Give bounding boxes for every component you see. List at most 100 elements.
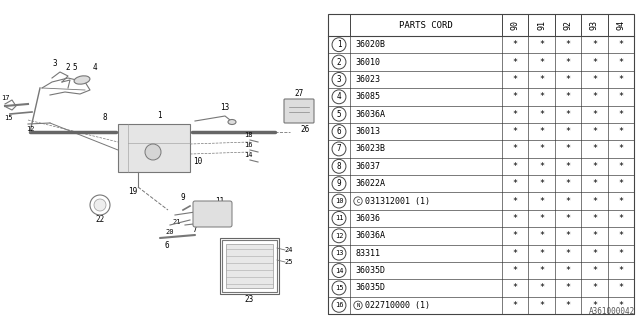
Text: *: * [566, 144, 570, 153]
Text: *: * [618, 231, 623, 240]
Text: *: * [566, 284, 570, 292]
Text: 6: 6 [164, 241, 170, 250]
Text: *: * [592, 266, 597, 275]
Text: 36023B: 36023B [355, 144, 385, 153]
Text: 36023: 36023 [355, 75, 380, 84]
Text: *: * [539, 179, 544, 188]
Text: *: * [513, 75, 518, 84]
Text: 13: 13 [220, 103, 230, 113]
Text: *: * [592, 231, 597, 240]
FancyBboxPatch shape [193, 201, 232, 227]
Circle shape [332, 281, 346, 295]
Text: *: * [592, 75, 597, 84]
Text: 23: 23 [245, 295, 254, 305]
Circle shape [332, 177, 346, 191]
Circle shape [332, 194, 346, 208]
Text: 6: 6 [337, 127, 341, 136]
Text: 17: 17 [1, 95, 9, 101]
Bar [220, 238, 279, 294]
Text: 92: 92 [563, 20, 573, 30]
Text: *: * [513, 284, 518, 292]
Text: PARTS CORD: PARTS CORD [399, 20, 453, 29]
Circle shape [332, 246, 346, 260]
Circle shape [332, 90, 346, 104]
Text: 8: 8 [102, 113, 108, 122]
Text: *: * [566, 127, 570, 136]
Text: 36035D: 36035D [355, 284, 385, 292]
Text: 15: 15 [4, 115, 12, 121]
Text: 12: 12 [335, 233, 343, 239]
Text: *: * [513, 127, 518, 136]
Text: N: N [356, 303, 360, 308]
Text: *: * [566, 301, 570, 310]
Circle shape [332, 124, 346, 139]
Text: *: * [618, 127, 623, 136]
Text: *: * [513, 144, 518, 153]
Text: 25: 25 [285, 259, 293, 265]
Bar [222, 240, 277, 292]
Text: *: * [592, 196, 597, 205]
FancyBboxPatch shape [284, 99, 314, 123]
Text: 18: 18 [244, 132, 252, 138]
Text: *: * [618, 284, 623, 292]
Text: *: * [592, 214, 597, 223]
Text: *: * [539, 110, 544, 119]
Text: *: * [566, 92, 570, 101]
Text: *: * [592, 249, 597, 258]
Text: 36036: 36036 [355, 214, 380, 223]
Text: *: * [566, 40, 570, 49]
Text: *: * [592, 179, 597, 188]
Text: *: * [592, 162, 597, 171]
Text: *: * [618, 40, 623, 49]
Text: *: * [592, 284, 597, 292]
Text: 91: 91 [537, 20, 546, 30]
Text: 10: 10 [193, 157, 203, 166]
Text: *: * [513, 301, 518, 310]
Text: 5: 5 [337, 110, 341, 119]
Circle shape [354, 197, 362, 205]
Text: 7: 7 [337, 144, 341, 153]
Text: *: * [539, 214, 544, 223]
Ellipse shape [74, 76, 90, 84]
Text: 4: 4 [93, 63, 97, 73]
Text: *: * [618, 301, 623, 310]
Text: *: * [513, 110, 518, 119]
Text: 21: 21 [173, 219, 181, 225]
Text: *: * [592, 110, 597, 119]
Text: *: * [618, 110, 623, 119]
Text: *: * [592, 301, 597, 310]
Text: 14: 14 [244, 152, 252, 158]
Circle shape [354, 301, 362, 309]
Text: *: * [539, 301, 544, 310]
Text: *: * [513, 266, 518, 275]
Text: *: * [539, 58, 544, 67]
Text: 3: 3 [337, 75, 341, 84]
Text: *: * [513, 214, 518, 223]
Text: 83311: 83311 [355, 249, 380, 258]
Text: 2: 2 [66, 63, 70, 73]
Text: 1: 1 [337, 40, 341, 49]
Bar [118, 124, 190, 172]
Text: 26: 26 [300, 124, 310, 133]
Text: *: * [539, 231, 544, 240]
Text: *: * [618, 75, 623, 84]
Text: *: * [566, 179, 570, 188]
Text: 27: 27 [294, 90, 303, 99]
Text: *: * [539, 92, 544, 101]
Text: *: * [618, 196, 623, 205]
Text: 94: 94 [616, 20, 625, 30]
Circle shape [94, 199, 106, 211]
Text: 24: 24 [285, 247, 293, 253]
Text: C: C [356, 199, 360, 204]
Text: 022710000 (1): 022710000 (1) [365, 301, 430, 310]
Text: 20: 20 [166, 229, 174, 235]
Text: *: * [618, 92, 623, 101]
Text: 11: 11 [335, 215, 343, 221]
Circle shape [332, 212, 346, 225]
Text: 3: 3 [52, 60, 58, 68]
Text: *: * [618, 144, 623, 153]
Text: 031312001 (1): 031312001 (1) [365, 196, 430, 205]
Ellipse shape [228, 119, 236, 124]
Text: 5: 5 [73, 63, 77, 73]
Text: *: * [513, 196, 518, 205]
